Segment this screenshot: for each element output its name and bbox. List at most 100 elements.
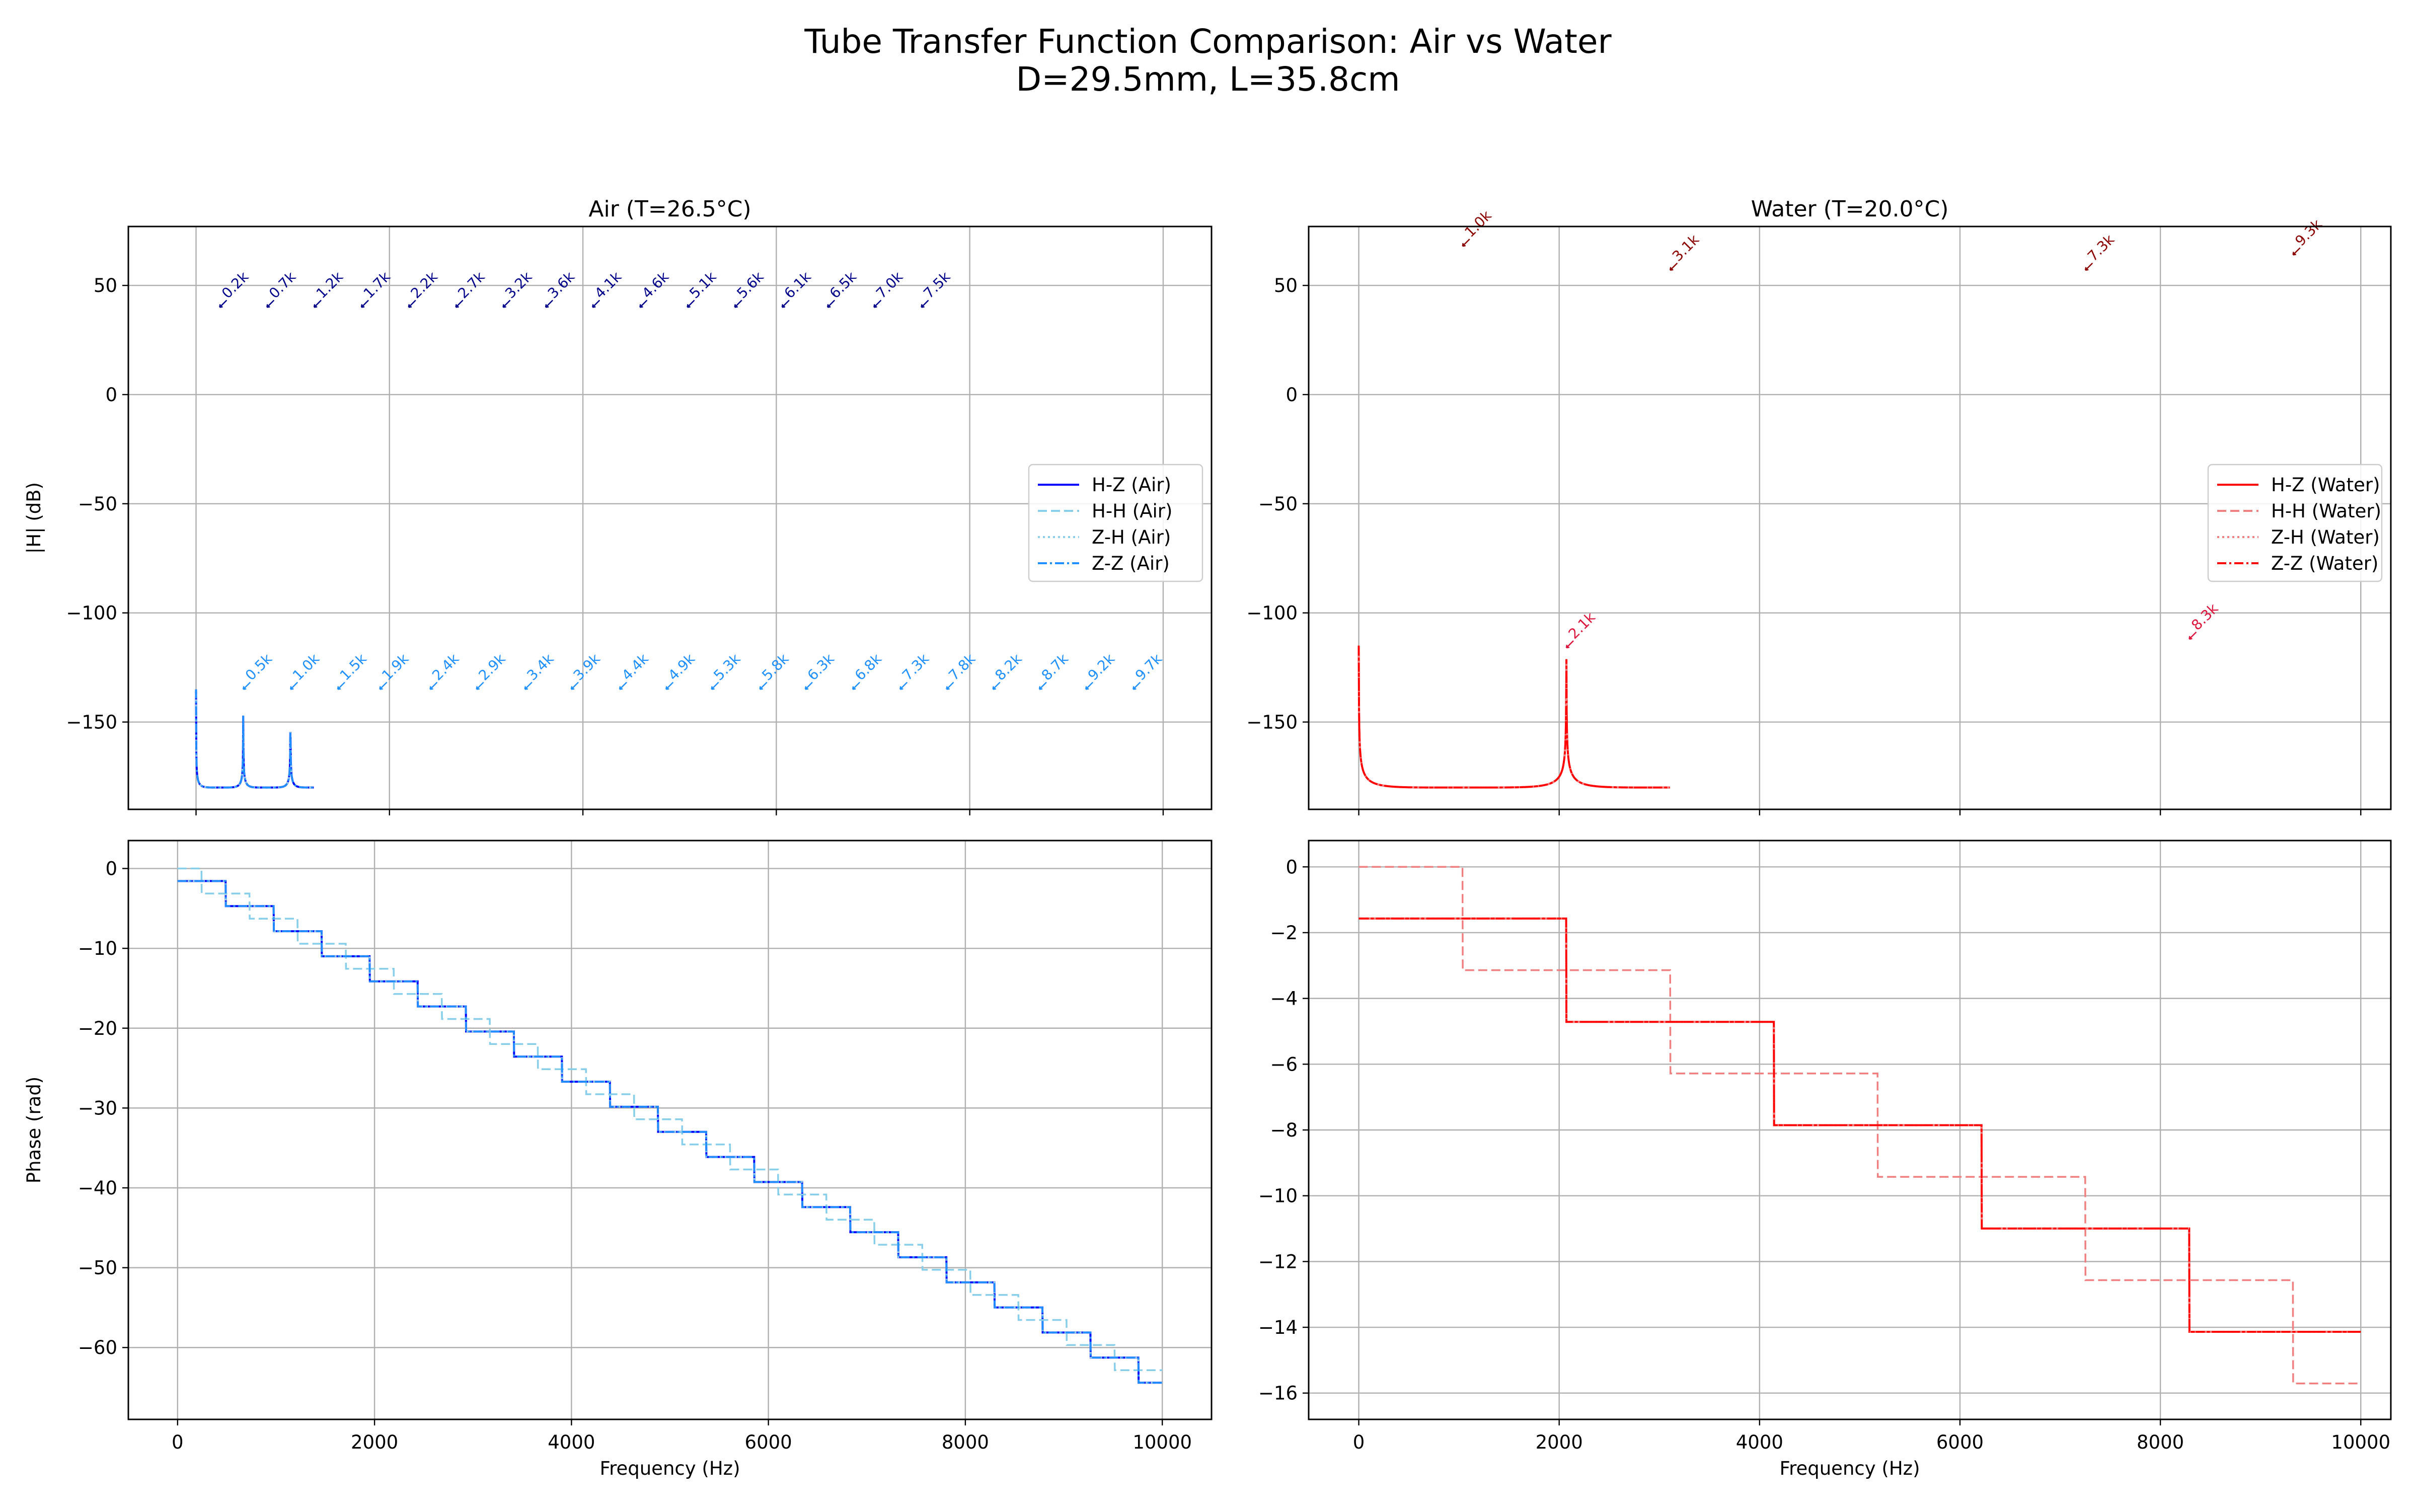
peak-arrow — [360, 299, 369, 308]
x-tick-label: 0 — [1353, 1431, 1365, 1453]
legend-entry: H-H (Water) — [2271, 500, 2381, 522]
peak-arrow — [2188, 631, 2197, 640]
peak-arrow — [1132, 682, 1141, 690]
peak-arrow — [946, 682, 954, 690]
peak-arrow — [992, 682, 1001, 690]
legend: H-Z (Water) H-H (Water) Z-H (Water) Z-Z (Wa… — [2207, 464, 2383, 582]
y-tick-label: −4 — [1270, 988, 1298, 1010]
peak-arrow — [826, 299, 836, 308]
x-tick-label: 4000 — [548, 1431, 595, 1453]
legend-entry: Z-H (Air) — [1092, 526, 1171, 548]
x-tick-label: 10000 — [1132, 1431, 1192, 1453]
y-tick-label: 0 — [105, 858, 117, 880]
x-tick-label: 2000 — [1536, 1431, 1583, 1453]
peak-arrow — [804, 682, 813, 690]
axes-frame — [1308, 225, 2392, 810]
peak-arrow — [455, 299, 464, 308]
y-axis-label: |H| (dB) — [23, 482, 45, 554]
y-tick-label: −60 — [78, 1337, 117, 1358]
x-tick-label: 4000 — [1736, 1431, 1783, 1453]
peak-arrow — [921, 299, 929, 308]
peak-arrow — [1565, 640, 1574, 649]
legend-entry: H-Z (Air) — [1092, 474, 1171, 496]
series-line — [177, 880, 1163, 1384]
x-tick-label: 6000 — [745, 1431, 792, 1453]
peak-arrow — [1462, 239, 1470, 247]
axes-title: Water (T=20.0°C) — [1751, 196, 1949, 222]
y-tick-label: 0 — [105, 384, 117, 406]
y-tick-label: −2 — [1270, 922, 1298, 944]
legend-entry: H-Z (Water) — [2271, 474, 2380, 496]
peak-arrow — [2084, 262, 2093, 271]
peak-arrow — [429, 682, 438, 690]
peak-arrow — [219, 299, 228, 308]
peak-arrow — [852, 682, 861, 690]
legend: H-Z (Air) H-H (Air) Z-H (Air) Z-Z (Air) — [1028, 464, 1203, 582]
series-line — [1357, 645, 1670, 789]
legend-entry: Z-Z (Water) — [2271, 553, 2378, 574]
y-tick-label: −100 — [1246, 602, 1298, 624]
y-tick-label: −50 — [1258, 493, 1298, 515]
y-tick-label: −50 — [78, 1257, 117, 1279]
peak-arrow — [476, 682, 484, 690]
peak-arrow — [687, 299, 695, 308]
x-tick-label: 2000 — [351, 1431, 398, 1453]
peak-arrow — [289, 682, 298, 690]
peak-arrow — [408, 299, 416, 308]
y-tick-label: 50 — [94, 275, 117, 296]
x-tick-label: 8000 — [2137, 1431, 2184, 1453]
peak-arrow — [502, 299, 511, 308]
peak-arrow — [711, 682, 719, 690]
peak-arrow — [266, 299, 275, 308]
axes-frame — [127, 840, 1213, 1420]
peak-arrow — [592, 299, 600, 308]
peak-arrow — [2292, 247, 2301, 256]
peak-arrow — [734, 299, 742, 308]
x-tick-label: 6000 — [1936, 1431, 1984, 1453]
y-tick-label: −150 — [1246, 712, 1298, 733]
y-axis-label: Phase (rad) — [23, 1077, 45, 1183]
axes-title: Air (T=26.5°C) — [588, 196, 751, 222]
panel-water_phase: 0 2000 4000 6000 8000 10000 0 −2 −4 −6 −8 −10 −12 −14… — [1258, 840, 2392, 1479]
legend-entry: Z-Z (Air) — [1092, 553, 1170, 574]
peak-arrow — [899, 682, 908, 690]
plot-area — [1357, 645, 1670, 789]
y-tick-label: −10 — [78, 938, 117, 959]
y-tick-label: 50 — [1274, 275, 1298, 296]
peak-arrow — [639, 299, 648, 308]
peak-arrow — [1085, 682, 1094, 690]
legend-box — [1028, 464, 1203, 582]
x-tick-label: 8000 — [942, 1431, 989, 1453]
y-tick-label: −12 — [1258, 1251, 1298, 1272]
series-line — [195, 689, 314, 789]
plot-area — [1358, 866, 2361, 1385]
x-tick-label: 0 — [172, 1431, 184, 1453]
y-tick-label: −30 — [78, 1097, 117, 1119]
peak-arrow — [524, 682, 533, 690]
x-axis-label: Frequency (Hz) — [1779, 1458, 1920, 1479]
legend-entry: Z-H (Water) — [2271, 526, 2380, 548]
peak-arrow — [313, 299, 322, 308]
peak-arrow — [337, 682, 345, 690]
y-tick-label: −100 — [66, 602, 117, 624]
peak-arrow — [243, 682, 251, 690]
figure-title-line2: D=29.5mm, L=35.8cm — [1016, 60, 1400, 99]
peak-arrow — [379, 682, 388, 690]
peak-arrow — [781, 299, 790, 308]
y-tick-label: −150 — [66, 712, 117, 733]
y-tick-label: −14 — [1258, 1317, 1298, 1338]
series-line — [1358, 866, 2361, 1385]
y-tick-label: −8 — [1270, 1119, 1298, 1141]
x-axis-label: Frequency (Hz) — [599, 1458, 740, 1479]
y-tick-label: −16 — [1258, 1383, 1298, 1404]
series-line — [1357, 645, 1670, 789]
axes-frame — [127, 225, 1213, 810]
plot-area — [177, 867, 1163, 1384]
peak-arrow — [665, 682, 674, 690]
y-tick-label: −6 — [1270, 1053, 1298, 1075]
figure-title-line1: Tube Transfer Function Comparison: Air v… — [804, 22, 1612, 61]
peak-arrow — [759, 682, 768, 690]
panel-air_phase: 0 2000 4000 6000 8000 10000 0 −10 −20 −30 −40 −50 −6… — [23, 840, 1213, 1479]
peak-arrow — [619, 682, 627, 690]
